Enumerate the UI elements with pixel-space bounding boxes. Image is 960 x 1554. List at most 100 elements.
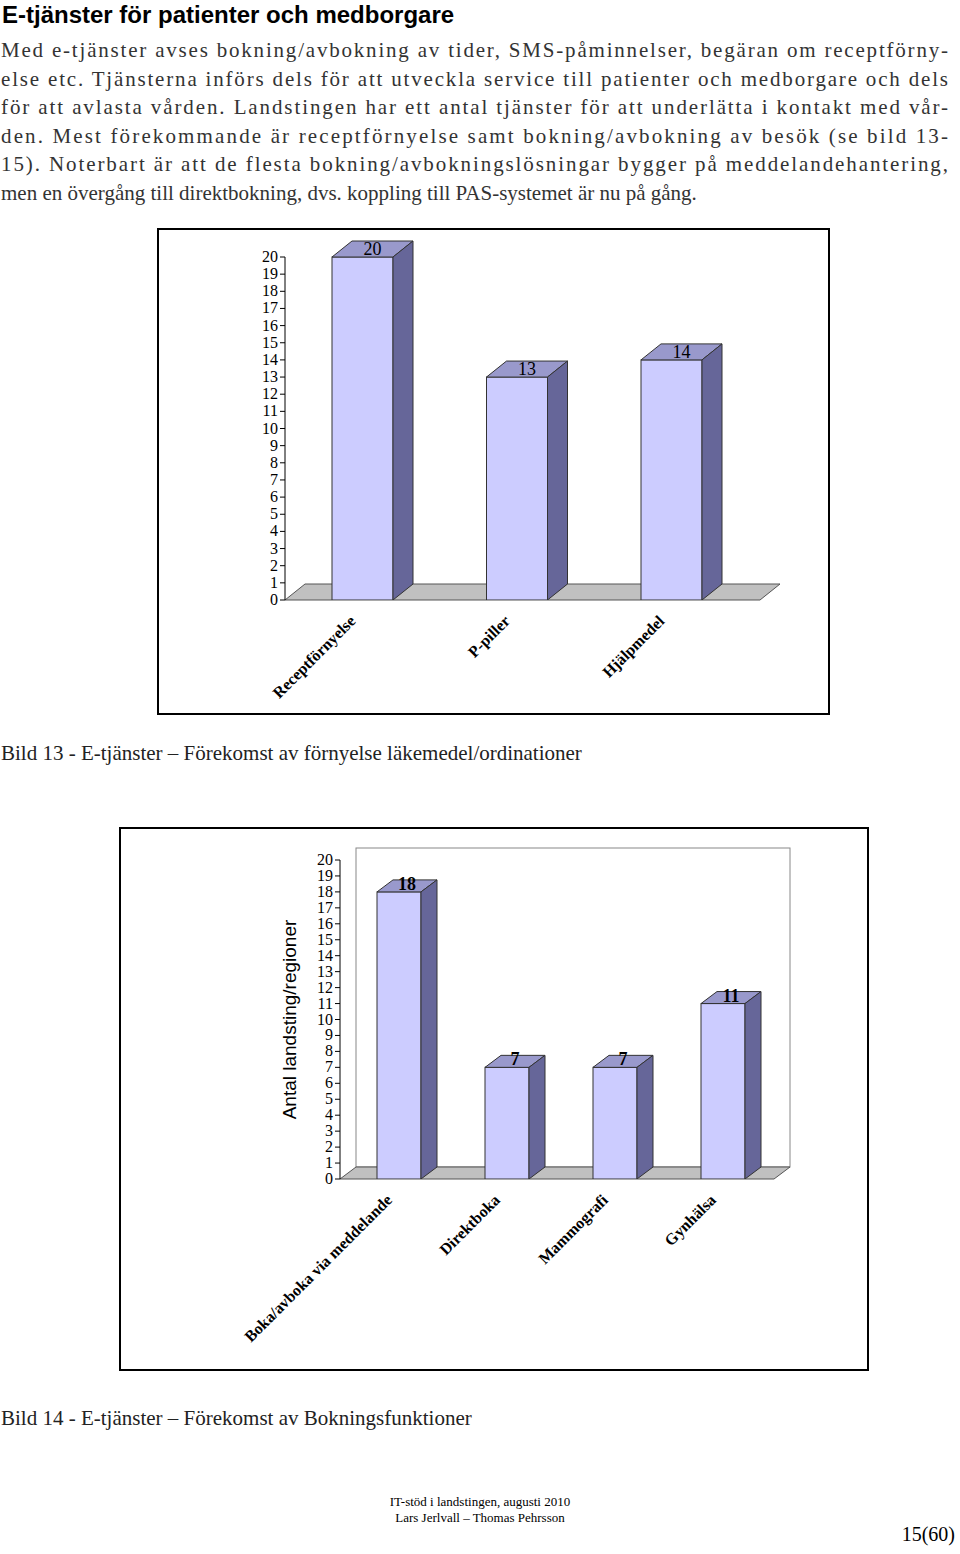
y-tick xyxy=(280,308,285,309)
y-tick-label: 12 xyxy=(262,385,278,402)
y-tick xyxy=(280,291,285,292)
bar-side xyxy=(637,1055,653,1179)
y-tick-label: 11 xyxy=(263,402,278,419)
y-tick-label: 9 xyxy=(270,437,278,454)
y-tick-label: 4 xyxy=(270,522,278,539)
bar xyxy=(377,892,421,1179)
y-tick-label: 16 xyxy=(317,915,333,932)
y-tick xyxy=(280,531,285,532)
y-tick xyxy=(335,1179,340,1180)
y-tick-label: 3 xyxy=(270,540,278,557)
y-tick xyxy=(280,377,285,378)
y-tick xyxy=(335,971,340,972)
y-tick-label: 10 xyxy=(262,420,278,437)
y-tick xyxy=(335,923,340,924)
y-tick-label: 7 xyxy=(325,1058,333,1075)
y-tick-label: 2 xyxy=(270,557,278,574)
y-tick xyxy=(335,875,340,876)
y-tick xyxy=(335,987,340,988)
data-label: 20 xyxy=(364,239,382,259)
paragraph-line: den. Mest förekommande är receptförnyels… xyxy=(1,124,948,148)
y-tick-label: 8 xyxy=(270,454,278,471)
y-tick xyxy=(335,1019,340,1020)
y-tick-label: 19 xyxy=(317,867,333,884)
y-tick xyxy=(280,582,285,583)
y-tick xyxy=(335,1131,340,1132)
bar xyxy=(487,377,548,600)
bars xyxy=(332,241,722,600)
y-tick-label: 15 xyxy=(262,334,278,351)
y-tick-label: 13 xyxy=(262,368,278,385)
y-tick xyxy=(335,1115,340,1116)
y-tick xyxy=(335,939,340,940)
y-tick xyxy=(280,462,285,463)
y-tick xyxy=(280,411,285,412)
data-label: 11 xyxy=(722,986,739,1006)
chart-frame xyxy=(120,828,868,1370)
category-label: Direktboka xyxy=(436,1191,503,1258)
y-tick xyxy=(280,548,285,549)
footer-line: IT-stöd i landstingen, augusti 2010 xyxy=(390,1494,570,1509)
y-tick-label: 14 xyxy=(317,947,333,964)
bar xyxy=(332,257,393,600)
y-axis-label: Antal landsting/regioner xyxy=(279,919,300,1119)
category-label: Gynhälsa xyxy=(661,1191,720,1250)
y-tick-label: 20 xyxy=(262,248,278,265)
bar xyxy=(641,360,702,600)
bar-side xyxy=(745,992,761,1179)
y-tick xyxy=(335,1099,340,1100)
y-tick-label: 5 xyxy=(325,1090,333,1107)
y-tick xyxy=(280,257,285,258)
y-tick xyxy=(335,860,340,861)
paragraph-line: för att avlasta vården. Landstingen har … xyxy=(1,95,948,119)
y-tick xyxy=(280,342,285,343)
data-label: 14 xyxy=(673,342,691,362)
chart: 01234567891011121314151617181920201314Re… xyxy=(1,229,829,765)
paragraph-line: 15). Noterbart är att de flesta bokning/… xyxy=(1,152,948,176)
y-tick-label: 20 xyxy=(317,851,333,868)
paragraph-line: Med e-tjänster avses bokning/avbokning a… xyxy=(1,38,948,62)
bar xyxy=(593,1067,637,1179)
y-tick-label: 3 xyxy=(325,1122,333,1139)
y-tick xyxy=(280,428,285,429)
data-label: 7 xyxy=(511,1049,520,1069)
y-tick xyxy=(335,891,340,892)
category-label: Mammografi xyxy=(535,1191,612,1268)
y-tick-label: 15 xyxy=(317,931,333,948)
y-tick xyxy=(280,565,285,566)
bars xyxy=(377,880,761,1179)
y-tick-label: 17 xyxy=(317,899,333,916)
category-label: Receptförnyelse xyxy=(269,612,359,702)
y-tick xyxy=(335,1147,340,1148)
category-label: Boka/avboka via meddelande xyxy=(241,1191,395,1345)
bar-side xyxy=(421,880,437,1179)
data-label: 18 xyxy=(398,874,416,894)
y-tick xyxy=(335,1083,340,1084)
y-tick xyxy=(280,479,285,480)
y-tick-label: 0 xyxy=(325,1170,333,1187)
y-tick-label: 11 xyxy=(318,995,333,1012)
y-tick-label: 18 xyxy=(262,282,278,299)
y-tick xyxy=(280,445,285,446)
y-tick-label: 10 xyxy=(317,1011,333,1028)
bar-side xyxy=(529,1055,545,1179)
y-tick-label: 1 xyxy=(270,574,278,591)
y-tick-label: 2 xyxy=(325,1138,333,1155)
y-tick xyxy=(335,955,340,956)
y-tick xyxy=(335,1003,340,1004)
page-number: 15(60) xyxy=(902,1523,955,1546)
y-tick-label: 4 xyxy=(325,1106,333,1123)
paragraph-line: else etc. Tjänsterna införs dels för att… xyxy=(1,67,948,91)
y-tick xyxy=(280,600,285,601)
bar-side xyxy=(702,344,722,600)
y-tick xyxy=(280,394,285,395)
y-tick-label: 18 xyxy=(317,883,333,900)
y-tick-label: 19 xyxy=(262,265,278,282)
y-tick xyxy=(335,1035,340,1036)
bar-side xyxy=(548,361,568,600)
y-tick xyxy=(280,497,285,498)
y-tick xyxy=(280,359,285,360)
footer-line: Lars Jerlvall – Thomas Pehrsson xyxy=(395,1510,565,1525)
data-label: 7 xyxy=(619,1049,628,1069)
bar xyxy=(485,1067,529,1179)
